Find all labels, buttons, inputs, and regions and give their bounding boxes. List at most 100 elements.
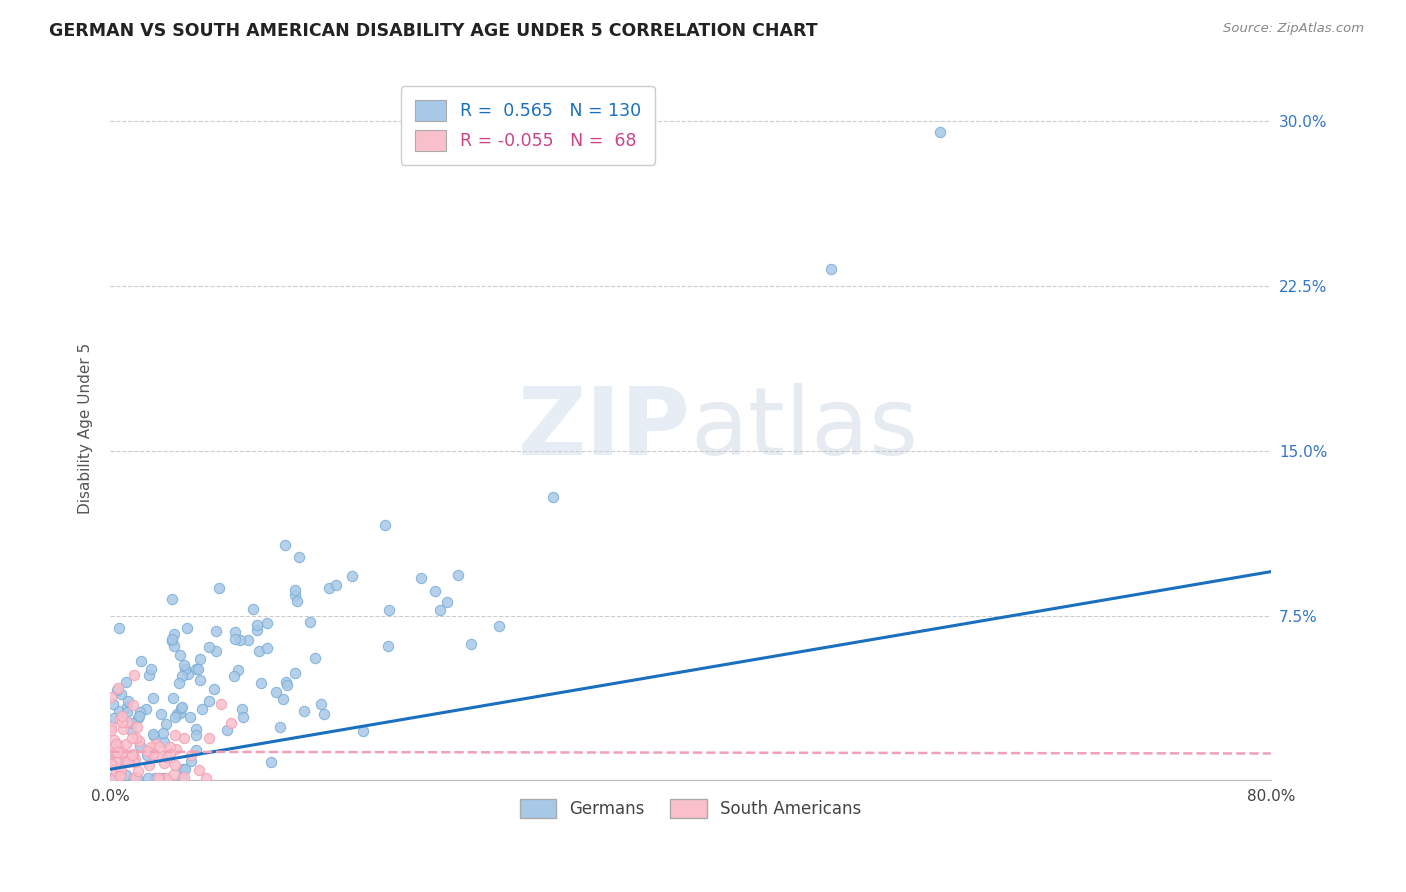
Point <box>122 771 145 785</box>
Point <box>148 771 170 785</box>
Point <box>124 770 146 784</box>
Point <box>276 678 298 692</box>
Y-axis label: Disability Age Under 5: Disability Age Under 5 <box>79 343 93 515</box>
Point <box>125 720 148 734</box>
Point <box>124 752 146 766</box>
Point <box>187 662 209 676</box>
Point <box>173 658 195 673</box>
Point <box>110 714 132 729</box>
Point <box>173 731 195 745</box>
Point <box>172 669 194 683</box>
Point <box>184 662 207 676</box>
Point <box>121 747 143 762</box>
Point <box>108 769 131 783</box>
Text: ZIP: ZIP <box>517 383 690 475</box>
Point <box>115 737 138 751</box>
Point <box>162 691 184 706</box>
Point <box>160 634 183 648</box>
Point <box>103 739 125 754</box>
Point <box>186 722 208 736</box>
Point <box>146 771 169 785</box>
Point <box>288 549 311 564</box>
Point <box>176 622 198 636</box>
Point <box>264 685 287 699</box>
Point <box>205 624 228 638</box>
Point <box>107 739 129 753</box>
Point <box>152 726 174 740</box>
Point <box>374 518 396 533</box>
Point <box>423 584 446 599</box>
Point <box>117 694 139 708</box>
Point <box>163 627 186 641</box>
Point <box>138 745 160 759</box>
Point <box>138 667 160 681</box>
Point <box>340 569 363 583</box>
Point <box>180 747 202 762</box>
Point <box>105 764 128 779</box>
Point <box>409 571 432 585</box>
Point <box>215 723 238 737</box>
Point <box>135 702 157 716</box>
Point <box>447 568 470 582</box>
Point <box>105 745 128 759</box>
Point <box>172 762 194 776</box>
Point <box>197 694 219 708</box>
Point <box>172 700 194 714</box>
Point <box>129 739 152 754</box>
Point <box>128 709 150 723</box>
Point <box>122 755 145 769</box>
Point <box>115 675 138 690</box>
Point <box>114 755 136 769</box>
Point <box>163 728 186 742</box>
Point <box>108 767 131 781</box>
Point <box>250 675 273 690</box>
Point <box>169 706 191 720</box>
Point <box>224 632 246 647</box>
Point <box>221 716 243 731</box>
Point <box>160 632 183 646</box>
Legend: Germans, South Americans: Germans, South Americans <box>513 793 868 825</box>
Point <box>224 625 246 640</box>
Point <box>155 717 177 731</box>
Point <box>100 720 122 734</box>
Point <box>191 701 214 715</box>
Point <box>460 637 482 651</box>
Point <box>100 771 122 785</box>
Point <box>105 682 128 697</box>
Point <box>103 744 125 758</box>
Point <box>107 760 129 774</box>
Point <box>142 727 165 741</box>
Point <box>101 755 124 769</box>
Point <box>100 723 122 738</box>
Point <box>198 640 221 655</box>
Point <box>242 602 264 616</box>
Point <box>150 707 173 722</box>
Point <box>122 698 145 712</box>
Point <box>101 697 124 711</box>
Point <box>125 771 148 785</box>
Point <box>820 261 842 276</box>
Point <box>260 755 283 769</box>
Point <box>256 640 278 655</box>
Point <box>105 737 128 751</box>
Point <box>284 582 307 597</box>
Point <box>159 747 181 762</box>
Point <box>298 615 321 629</box>
Point <box>112 747 135 761</box>
Point <box>129 705 152 719</box>
Point <box>103 732 125 747</box>
Point <box>170 700 193 714</box>
Point <box>271 691 294 706</box>
Point <box>115 699 138 714</box>
Point <box>188 652 211 666</box>
Point <box>142 747 165 762</box>
Point <box>152 771 174 785</box>
Point <box>429 603 451 617</box>
Point <box>488 619 510 633</box>
Point <box>207 581 229 595</box>
Point <box>177 667 200 681</box>
Point <box>285 594 308 608</box>
Point <box>142 729 165 743</box>
Point <box>103 711 125 725</box>
Point <box>148 739 170 754</box>
